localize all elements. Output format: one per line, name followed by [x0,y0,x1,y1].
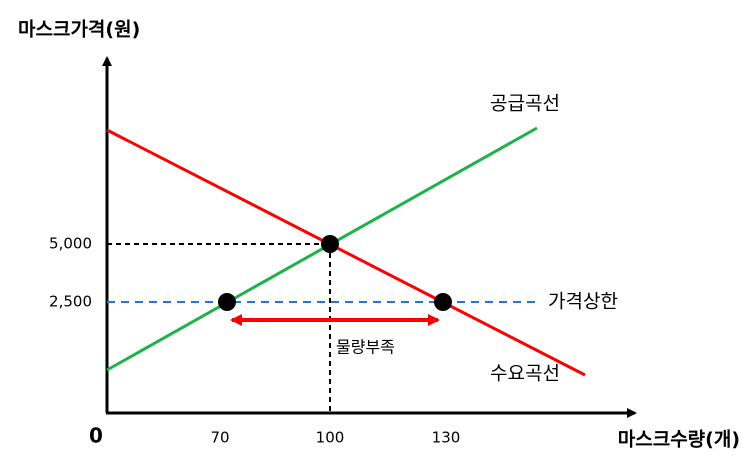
point [321,235,339,253]
point [218,293,236,311]
supply-label: 공급곡선 [490,93,560,115]
demand-curve [106,128,586,377]
price-ceiling-label: 가격상한 [548,291,618,313]
x-axis-title: 마스크수량(개) [618,429,740,451]
y-axis-title: 마스크가격(원) [18,19,140,41]
x-tick-label: 100 [316,429,345,447]
origin-label: 0 [89,424,103,448]
y-tick-label: 5,000 [49,235,92,253]
point [434,293,452,311]
y-tick-label: 2,500 [49,293,92,311]
supply-curve [106,126,538,372]
x-tick-label: 130 [432,429,461,447]
x-tick-label: 70 [210,429,229,447]
demand-label: 수요곡선 [490,363,560,385]
shortage-label: 물량부족 [336,338,395,357]
